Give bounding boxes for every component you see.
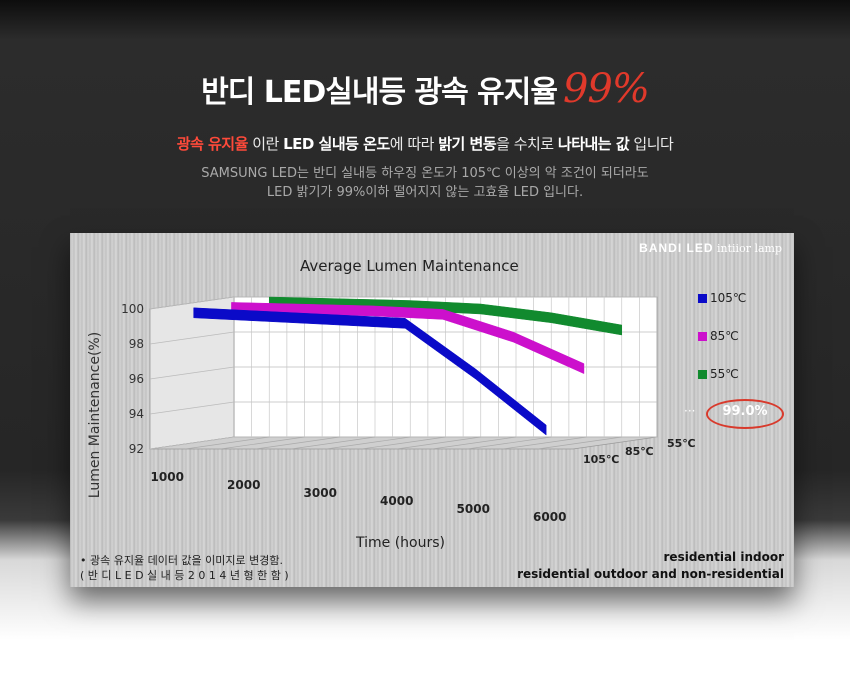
note-line-1: • 광속 유지율 데이터 값을 이미지로 변경함. [80,554,284,567]
depth-label: 105℃ [583,453,619,466]
y-tick-label: 98 [129,337,144,351]
brand-rest: intiior lamp [713,242,782,255]
x-axis-label: Time (hours) [356,535,445,551]
depth-label: 55℃ [667,437,696,450]
title-accent: 99% [562,66,650,112]
page-title: 반디 LED실내등 광속 유지율 99% [201,66,650,112]
desc-line-1: SAMSUNG LED는 반디 실내등 하우징 온도가 105℃ 이상의 악 조… [201,166,649,181]
series-ribbon [193,307,547,436]
gridline-floor [361,436,446,450]
x-tick-label: 6000 [533,510,566,524]
y-tick-label: 100 [121,302,144,316]
gridline-side [149,366,235,380]
desc-line-2: LED 밝기가 99%이하 떨어지지 않는 고효율 LED 입니다. [266,185,584,200]
data-note: • 광속 유지율 데이터 값을 이미지로 변경함. ( 반 디 L E D 실 내… [80,553,289,583]
gridline-floor [290,436,376,450]
legend-swatch [698,332,707,341]
gridline-floor [537,436,622,450]
sub-bold-3: 나타내는 값 [557,135,630,153]
dots-marker: ··· [684,404,696,418]
x-tick-label: 3000 [304,486,337,500]
gridline-floor [467,436,552,450]
usage-line-1: residential indoor [663,550,784,564]
sub-text: 입니다 [629,135,674,153]
legend-label: 105℃ [710,291,747,305]
gridline-floor [396,436,481,450]
y-tick-label: 94 [129,407,144,421]
highlight-oval [706,399,784,429]
depth-label: 85℃ [625,445,654,458]
note-line-2: ( 반 디 L E D 실 내 등 2 0 1 4 년 형 한 함 ) [80,569,289,582]
chart-panel: 100 98 96 94 92 1000 2000 3000 4000 5000 6000 55℃ 85… [70,233,794,587]
gridline-side [149,436,235,450]
gridline-side [149,296,235,310]
highlight-value: 99.0% [722,404,768,419]
gridline-floor [326,436,411,450]
legend-swatch [698,294,707,303]
x-tick-label: 2000 [227,478,260,492]
sub-text: 이란 [247,135,284,153]
sub-text: 을 수치로 [496,135,558,153]
description: SAMSUNG LED는 반디 실내등 하우징 온도가 105℃ 이상의 악 조… [0,164,850,202]
sub-bold-2: 밝기 변동 [438,135,497,153]
x-tick-label: 1000 [151,470,184,484]
x-tick-label: 5000 [457,502,490,516]
legend-swatch [698,370,707,379]
gridline-side [149,331,235,345]
sub-bold-1: LED 실내등 온도 [283,135,390,153]
subtitle: 광속 유지율 이란 LED 실내등 온도에 따라 밝기 변동을 수치로 나타내는… [0,133,850,154]
y-tick-label: 96 [129,372,144,386]
gridline-side [149,401,235,415]
gridline-floor [185,436,270,450]
sub-text: 에 따라 [389,135,439,153]
legend-item-85: 85℃ [698,329,739,343]
gridline-floor [502,436,587,450]
brand-bold: BANDI LED [639,241,714,255]
y-tick-label: 92 [129,442,144,456]
legend-label: 85℃ [710,329,739,343]
gridline-floor [255,436,340,450]
sub-red-term: 광속 유지율 [176,135,249,153]
usage-label: residential indoor residential outdoor an… [517,549,784,583]
legend-item-105: 105℃ [698,291,746,305]
usage-line-2: residential outdoor and non-residential [517,567,784,581]
gridline-floor [431,436,517,450]
brand-label: BANDI LED intiior lamp [639,241,782,255]
legend-item-55: 55℃ [698,367,739,381]
x-tick-label: 4000 [380,494,413,508]
chart-title: Average Lumen Maintenance [300,257,519,275]
chart-svg: 100 98 96 94 92 1000 2000 3000 4000 5000 6000 55℃ 85… [121,296,696,524]
gridline-floor [220,436,305,450]
legend-label: 55℃ [710,367,739,381]
y-axis-label: Lumen Maintenance(%) [87,331,103,499]
